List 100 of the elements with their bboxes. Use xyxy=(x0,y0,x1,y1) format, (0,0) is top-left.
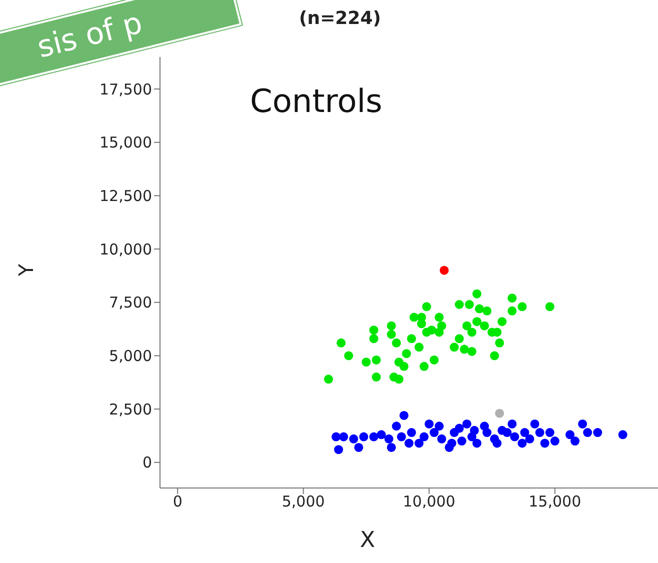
annotation: Controls xyxy=(250,82,382,120)
point xyxy=(386,321,396,330)
y-tick-label: 12,500 xyxy=(100,187,152,206)
y-axis-title: Y xyxy=(14,264,38,276)
point xyxy=(565,430,574,440)
point xyxy=(518,438,527,448)
point xyxy=(520,428,530,438)
x-axis-title: X xyxy=(360,528,376,553)
point xyxy=(464,300,474,310)
point xyxy=(410,312,419,322)
point xyxy=(369,334,378,344)
point xyxy=(414,438,424,448)
point xyxy=(324,374,334,384)
point xyxy=(434,312,444,322)
point xyxy=(384,434,394,444)
x-tick-label: 10,000 xyxy=(402,492,456,511)
point xyxy=(467,346,476,356)
point xyxy=(372,355,381,364)
point xyxy=(492,438,502,448)
point xyxy=(420,362,429,371)
y-tick-label: 10,000 xyxy=(100,240,152,258)
point xyxy=(392,422,401,431)
point xyxy=(457,436,466,446)
point xyxy=(372,372,381,382)
chart-title: (n=224) xyxy=(298,8,382,29)
point xyxy=(583,428,592,438)
point xyxy=(467,328,476,337)
point xyxy=(332,432,341,442)
point xyxy=(502,428,512,438)
y-tick-label: 17,500 xyxy=(100,80,152,98)
point xyxy=(434,422,444,431)
point xyxy=(462,321,472,330)
point xyxy=(414,342,424,352)
point xyxy=(447,438,456,448)
point xyxy=(362,358,371,367)
point xyxy=(470,426,479,435)
point xyxy=(354,442,364,452)
y-tick-label: 2,500 xyxy=(109,400,152,418)
point xyxy=(440,266,449,275)
point xyxy=(402,349,411,358)
point xyxy=(454,334,464,344)
point xyxy=(422,302,432,312)
point xyxy=(498,317,507,326)
point xyxy=(394,374,404,384)
point xyxy=(482,306,492,316)
y-tick-label: 15,000 xyxy=(100,134,152,152)
point xyxy=(430,428,439,438)
point xyxy=(427,326,436,335)
point xyxy=(434,328,444,337)
point xyxy=(407,428,416,438)
point xyxy=(450,342,459,352)
point xyxy=(545,428,554,438)
point xyxy=(570,436,580,446)
point xyxy=(550,436,560,446)
point xyxy=(472,289,482,298)
point xyxy=(334,445,344,454)
point xyxy=(424,419,434,428)
point xyxy=(396,432,406,442)
point xyxy=(490,351,500,360)
point xyxy=(344,351,354,360)
point xyxy=(480,321,489,330)
point xyxy=(454,300,464,310)
y-tick-label: 5,000 xyxy=(109,347,152,366)
point xyxy=(593,428,602,438)
point xyxy=(369,326,378,335)
x-tick-label: 5,000 xyxy=(282,492,325,511)
point xyxy=(399,410,408,420)
point xyxy=(359,432,368,442)
point xyxy=(518,302,527,312)
point xyxy=(474,304,484,314)
point xyxy=(386,330,396,339)
point xyxy=(404,438,414,448)
point xyxy=(336,338,346,348)
point xyxy=(454,424,464,433)
point xyxy=(420,432,429,442)
point xyxy=(530,419,540,428)
point xyxy=(472,438,482,448)
point xyxy=(349,434,358,444)
point xyxy=(369,432,378,442)
point xyxy=(430,355,439,364)
point xyxy=(540,438,550,448)
point xyxy=(495,338,504,348)
point xyxy=(535,428,544,438)
y-tick-label: 7,500 xyxy=(109,294,152,312)
point xyxy=(386,442,396,452)
point xyxy=(545,302,554,312)
point xyxy=(392,338,401,348)
point xyxy=(472,317,482,326)
point xyxy=(508,419,517,428)
point xyxy=(618,430,628,440)
x-tick-label: 15,000 xyxy=(528,492,582,511)
point xyxy=(399,362,408,371)
y-tick-label: 0 xyxy=(142,454,152,472)
point xyxy=(437,434,446,444)
point xyxy=(407,334,416,344)
point xyxy=(460,344,469,354)
point xyxy=(508,306,517,316)
point xyxy=(376,430,386,440)
point xyxy=(508,294,517,303)
point xyxy=(462,419,472,428)
